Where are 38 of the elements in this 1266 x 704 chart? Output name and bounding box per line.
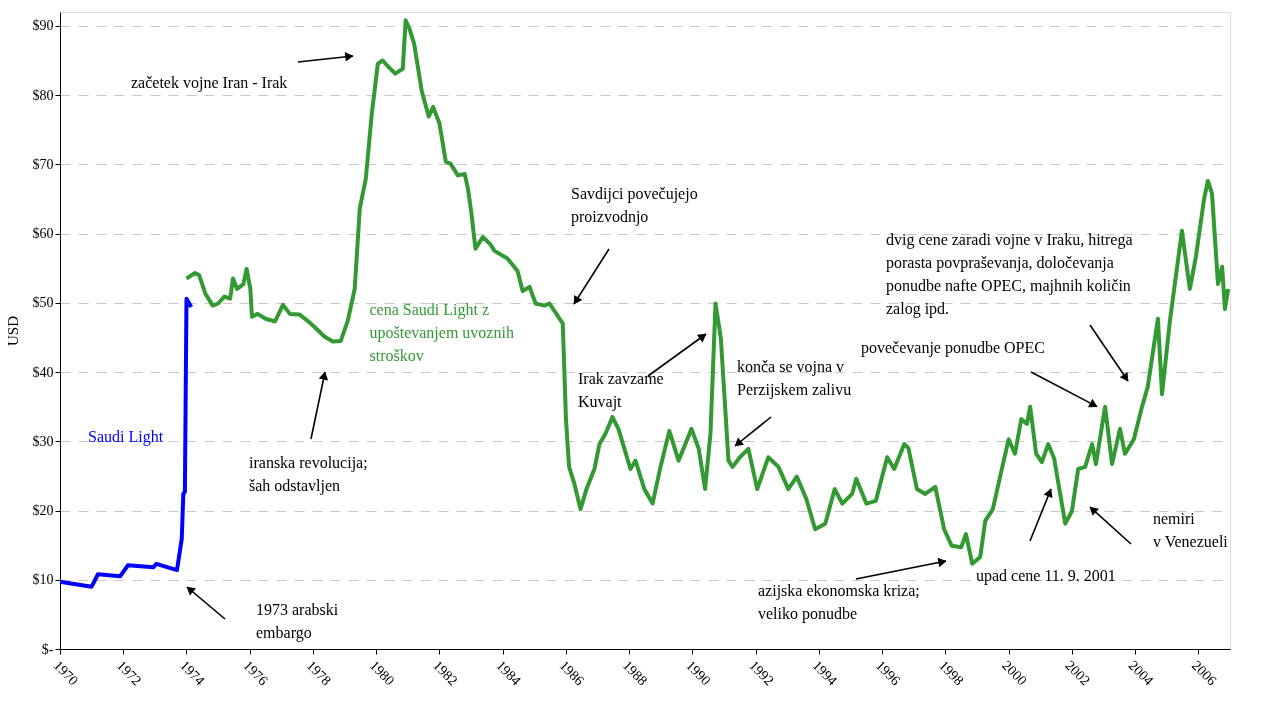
y-tick-label: $40 [32, 364, 54, 380]
y-tick-label: $70 [32, 156, 54, 172]
annotation: iranska revolucija; šah odstavljen [249, 454, 368, 495]
x-tick-label: 1994 [809, 657, 840, 689]
series-label: cena Saudi Light z upoštevanjem uvoznih stroškov [369, 300, 514, 364]
line-series [58, 296, 194, 589]
x-tick-label: 1996 [872, 657, 904, 689]
annotation: začetek vojne Iran - Irak [131, 74, 288, 92]
x-tick-label: 1984 [493, 657, 524, 689]
x-tick-label: 1970 [50, 657, 82, 689]
annotation: Savdijci povečujejo proizvodnjo [571, 185, 698, 226]
y-tick-label: $- [41, 641, 54, 657]
x-tick-label: 1980 [366, 657, 398, 689]
x-tick-label: 1986 [556, 657, 587, 689]
y-tick-label: $60 [32, 226, 54, 242]
annotation: 1973 arabski embargo [256, 601, 339, 642]
annotation: azijska ekonomska kriza; veliko ponudbe [758, 582, 920, 623]
annotation: upad cene 11. 9. 2001 [976, 567, 1116, 585]
x-tick-label: 1998 [936, 657, 967, 689]
x-tick-label: 1974 [177, 657, 208, 689]
y-tick-label: $30 [32, 433, 54, 449]
x-tick-label: 1976 [240, 657, 271, 689]
y-tick-label: $90 [32, 18, 54, 34]
annotation: Irak zavzame Kuvajt [578, 370, 664, 411]
line-series [184, 18, 1231, 566]
annotation: nemiri v Venezueli [1153, 510, 1229, 550]
annotation: povečevanje ponudbe OPEC [861, 339, 1045, 357]
series-label: Saudi Light [88, 427, 164, 446]
annotation: konča se vojna v Perzijskem zalivu [737, 358, 852, 399]
y-axis-title: USD [4, 315, 21, 347]
x-tick-label: 1990 [683, 657, 714, 689]
x-tick-label: 1978 [303, 657, 334, 689]
y-tick-label: $10 [32, 572, 54, 588]
y-tick-label: $80 [32, 87, 54, 103]
y-tick-label: $50 [32, 295, 54, 311]
y-tick-label: $20 [32, 503, 54, 519]
annotation: dvig cene zaradi vojne v Iraku, hitrega porasta povpraševanja, določevanja ponudbe nafte OPEC, majhnih količin zalog ipd. [886, 231, 1133, 318]
x-tick-label: 1988 [619, 657, 651, 689]
